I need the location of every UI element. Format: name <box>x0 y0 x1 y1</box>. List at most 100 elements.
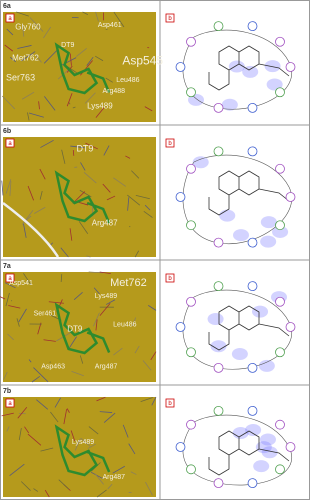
residue-node <box>186 163 196 174</box>
residue-stick <box>24 426 30 434</box>
residue-stick <box>95 55 104 62</box>
residue-stick <box>37 322 42 335</box>
residue-label: DT9 <box>61 42 74 49</box>
hydrophobic-blob <box>210 340 227 353</box>
ligand <box>54 42 111 95</box>
docking-view <box>3 272 156 382</box>
hydrophobic-blob <box>207 313 224 326</box>
hydrophobic-blob <box>192 156 209 169</box>
docking-view <box>3 397 156 497</box>
residue-stick <box>131 170 140 179</box>
residue-stick <box>88 271 104 274</box>
interaction-diagram <box>164 397 307 497</box>
residue-stick <box>86 255 91 258</box>
residue-stick <box>21 91 35 100</box>
residue-node <box>247 362 258 373</box>
residue-node <box>213 362 224 373</box>
residue-node <box>247 478 258 489</box>
residue-stick <box>113 11 125 28</box>
residue-stick <box>80 162 86 171</box>
residue-stick <box>93 312 100 327</box>
panel-tag-box <box>5 398 15 408</box>
residue-stick <box>105 299 116 305</box>
residue-stick <box>105 77 113 83</box>
hydrophobic-blob <box>255 441 272 454</box>
residue-node <box>213 281 224 292</box>
pocket-outline <box>182 154 292 244</box>
residue-stick <box>134 250 140 258</box>
residue-stick <box>150 351 157 361</box>
residue-label: Asp545 <box>122 54 163 68</box>
residue-label: DT9 <box>67 324 83 333</box>
residue-label: Arg487 <box>92 219 118 228</box>
panel-tag-box <box>5 273 15 283</box>
residue-node <box>275 296 285 307</box>
residue-stick <box>9 463 25 477</box>
residue-stick <box>16 11 29 17</box>
residue-stick <box>66 93 73 107</box>
panel-tag: a <box>8 276 12 282</box>
hydrophobic-blob <box>219 209 236 222</box>
residue-stick <box>29 17 44 32</box>
panel-tag-box <box>165 13 175 23</box>
residue-stick <box>3 371 8 380</box>
residue-stick <box>79 355 84 364</box>
residue-stick <box>21 24 25 37</box>
residue-stick <box>95 11 99 22</box>
residue-stick <box>99 303 111 316</box>
panel-tag: b <box>168 276 172 282</box>
hydrophobic-blob <box>252 305 269 318</box>
hydrophobic-blob <box>228 60 245 73</box>
residue-stick <box>27 185 34 201</box>
residue-stick <box>27 112 30 121</box>
residue-label: Arg487 <box>102 474 125 481</box>
residue-label: Met762 <box>12 53 39 62</box>
hydrophobic-blob <box>253 460 270 473</box>
ligand <box>54 170 111 224</box>
residue-stick <box>35 55 42 63</box>
pocket-outline <box>182 414 292 486</box>
residue-stick <box>95 107 105 118</box>
residue-node <box>186 464 196 475</box>
residue-stick <box>22 210 34 225</box>
pocket-outline <box>182 289 292 370</box>
residue-stick <box>18 427 22 441</box>
residue-stick <box>128 443 136 455</box>
residue-stick <box>76 48 87 57</box>
row-label: 6a <box>3 3 11 10</box>
residue-node <box>175 442 186 452</box>
residue-node <box>186 220 196 231</box>
panel-tag: b <box>168 401 172 407</box>
panel-tag: b <box>168 141 172 147</box>
residue-stick <box>21 51 36 62</box>
hydrophobic-blob <box>245 424 262 437</box>
residue-stick <box>102 183 111 193</box>
interaction-diagram <box>164 137 307 257</box>
residue-label: Gly760 <box>15 23 41 32</box>
residue-stick <box>93 287 100 295</box>
residue-stick <box>8 305 21 309</box>
residue-stick <box>129 225 131 228</box>
residue-stick <box>38 101 40 110</box>
residue-stick <box>16 318 20 327</box>
panel-tag: b <box>168 16 172 22</box>
ligand-2d <box>208 45 290 91</box>
residue-stick <box>99 271 111 275</box>
residue-stick <box>99 411 113 413</box>
residue-stick <box>40 139 54 148</box>
residue-label: Ser461 <box>34 311 57 318</box>
residue-stick <box>90 471 104 480</box>
residue-label: Leu486 <box>116 77 139 84</box>
ligand <box>54 424 111 477</box>
residue-stick <box>79 189 92 198</box>
residue-stick <box>6 426 10 432</box>
residue-stick <box>70 430 76 442</box>
residue-stick <box>88 426 99 435</box>
panel-tag-box <box>165 398 175 408</box>
row-label: 6b <box>3 128 11 135</box>
residue-stick <box>72 191 86 204</box>
residue-node <box>175 62 186 72</box>
residue-stick <box>94 473 104 485</box>
hydrophobic-blob <box>233 229 250 242</box>
